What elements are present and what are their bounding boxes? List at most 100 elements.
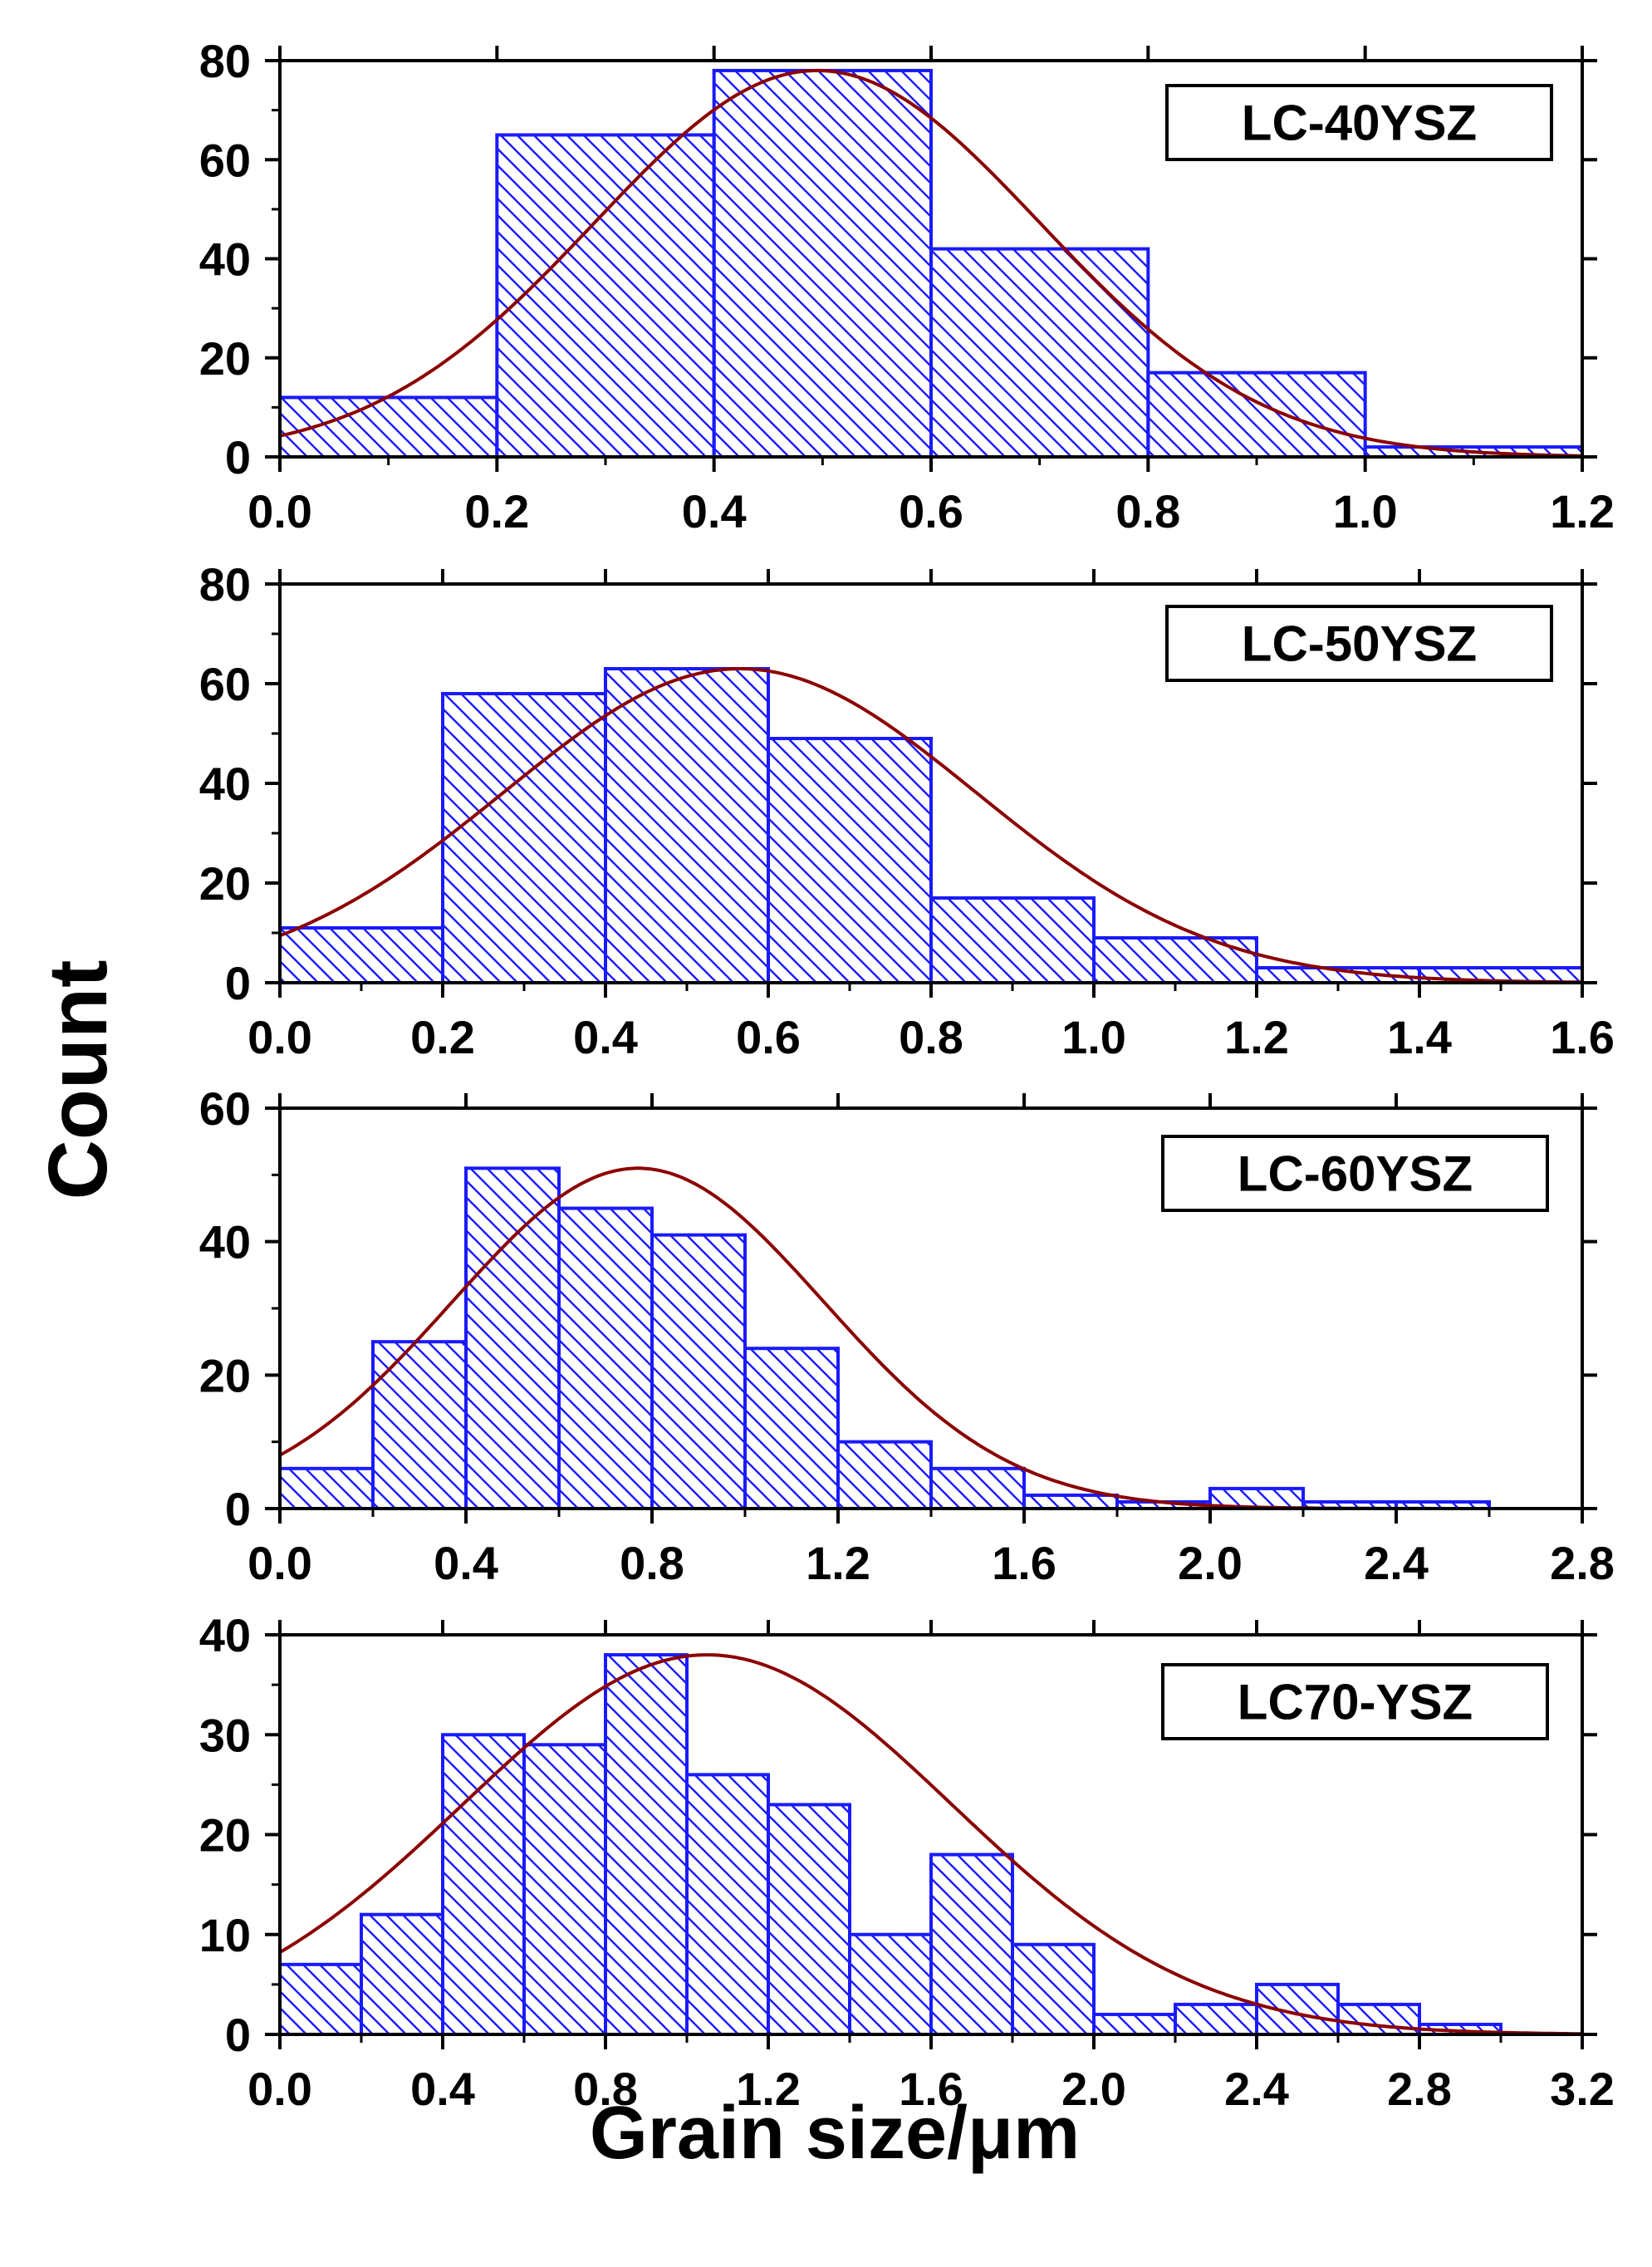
y-tick-label: 30 xyxy=(199,1709,251,1761)
x-tick-label: 2.4 xyxy=(1364,1537,1429,1589)
y-tick-label: 0 xyxy=(225,431,251,483)
x-tick-label: 1.0 xyxy=(1333,485,1398,537)
x-tick-label: 2.8 xyxy=(1550,1537,1615,1589)
y-tick-label: 20 xyxy=(199,857,251,910)
legend-box: LC70-YSZ xyxy=(1161,1663,1549,1740)
x-tick-label: 0.2 xyxy=(464,485,529,537)
bar xyxy=(557,1206,654,1510)
bar xyxy=(1011,1942,1096,2036)
bars xyxy=(278,667,1584,984)
bar xyxy=(1092,936,1258,984)
bar xyxy=(278,1466,375,1511)
y-tick-label: 80 xyxy=(199,35,251,87)
bar xyxy=(522,1743,607,2036)
bar xyxy=(278,1962,363,2036)
legend-frame xyxy=(1161,1663,1549,1740)
y-tick-label: 40 xyxy=(199,233,251,286)
bar xyxy=(712,68,934,459)
x-tick-label: 1.6 xyxy=(899,2063,963,2115)
bar xyxy=(1174,2002,1258,2037)
histogram-panels: 0.0 0.2 0.4 0.6 0.8 1.0 1.2020406080LC-40YSZ0.… xyxy=(199,35,1615,2115)
x-tick-label: 0.0 xyxy=(248,1011,312,1063)
bar xyxy=(360,1912,444,2036)
bar xyxy=(441,692,607,984)
y-tick-label: 10 xyxy=(199,1909,251,1961)
bar xyxy=(441,1733,526,2036)
sample-label: LC-40YSZ xyxy=(1242,96,1477,151)
bar xyxy=(1336,2002,1421,2037)
y-tick-label: 40 xyxy=(199,1216,251,1268)
x-tick-label: 0.0 xyxy=(248,2063,312,2115)
x-tick-label: 2.8 xyxy=(1387,2063,1452,2115)
legend-frame xyxy=(1165,605,1553,682)
bar xyxy=(278,926,444,984)
gaussian-fit-curve xyxy=(279,68,1582,458)
x-tick-label: 0.4 xyxy=(434,1537,498,1589)
y-tick-label: 20 xyxy=(199,1809,251,1862)
x-tick-label: 0.6 xyxy=(899,485,963,537)
bar xyxy=(371,1340,468,1510)
x-tick-label: 0.8 xyxy=(1115,485,1180,537)
x-tick-label: 0.8 xyxy=(620,1537,684,1589)
bar xyxy=(929,1466,1026,1511)
x-tick-label: 2.0 xyxy=(1061,2063,1126,2115)
x-tick-label: 0.0 xyxy=(248,485,312,537)
y-tick-label: 20 xyxy=(199,332,251,385)
x-tick-label: 3.2 xyxy=(1550,2063,1615,2115)
y-tick-label: 60 xyxy=(199,1082,251,1135)
bar xyxy=(767,737,933,984)
bar xyxy=(848,1932,933,2036)
legend-box: LC-60YSZ xyxy=(1161,1135,1549,1212)
x-tick-label: 1.2 xyxy=(1550,485,1615,537)
y-tick-label: 80 xyxy=(199,558,251,611)
x-tick-label: 2.4 xyxy=(1224,2063,1289,2115)
gaussian-fit-curve xyxy=(279,666,1583,984)
bar xyxy=(929,896,1096,984)
sample-label: LC-50YSZ xyxy=(1242,616,1477,672)
gaussian-fit-curve xyxy=(278,1653,1583,2036)
sample-label: LC70-YSZ xyxy=(1238,1675,1473,1730)
y-tick-label: 20 xyxy=(199,1349,251,1401)
x-tick-label: 2.0 xyxy=(1178,1537,1243,1589)
histogram-panel-4: 0.0 0.4 0.8 1.2 1.6 2.0 2.4 2.8 3.2 0 10 20 30 40 LC70… xyxy=(199,1609,1615,2115)
histogram-panel-1: 0.0 0.2 0.4 0.6 0.8 1.0 1.2 0 20 40 60 80 LC-40YSZ xyxy=(199,35,1615,537)
x-tick-label: 0.4 xyxy=(682,485,747,537)
y-tick-label: 0 xyxy=(225,2009,251,2061)
x-tick-label: 0.8 xyxy=(573,2063,638,2115)
y-tick-label: 60 xyxy=(199,134,251,186)
bar xyxy=(604,667,770,984)
legend-frame xyxy=(1165,84,1553,161)
histogram-panel-2: 0.0 0.2 0.4 0.6 0.8 1.0 1.2 1.4 1.6 0 20 40 60 80 LC-5… xyxy=(199,558,1615,1063)
bar xyxy=(685,1773,770,2037)
legend-box: LC-40YSZ xyxy=(1165,84,1553,161)
x-tick-label: 0.0 xyxy=(248,1537,312,1589)
y-axis-title: Count xyxy=(32,960,125,1200)
bar xyxy=(1255,1982,1340,2036)
x-tick-label: 1.2 xyxy=(806,1537,870,1589)
x-tick-label: 1.2 xyxy=(736,2063,801,2115)
y-tick-label: 40 xyxy=(199,758,251,810)
bar xyxy=(1146,370,1367,459)
bars xyxy=(278,1166,1491,1511)
bar xyxy=(604,1653,689,2037)
legend-frame xyxy=(1161,1135,1549,1212)
bar xyxy=(464,1166,561,1511)
bar xyxy=(767,1803,851,2037)
bars xyxy=(278,1653,1502,2037)
x-axis-title: Grain size/μm xyxy=(590,2092,1080,2175)
y-tick-label: 40 xyxy=(199,1609,251,1661)
bar xyxy=(650,1233,747,1510)
legend-box: LC-50YSZ xyxy=(1165,605,1553,682)
x-tick-label: 1.2 xyxy=(1224,1011,1289,1063)
bar xyxy=(1022,1493,1119,1511)
x-tick-label: 0.2 xyxy=(410,1011,475,1063)
x-tick-label: 1.4 xyxy=(1387,1011,1452,1063)
x-tick-label: 1.6 xyxy=(1550,1011,1615,1063)
x-tick-label: 0.4 xyxy=(573,1011,638,1063)
x-tick-label: 0.4 xyxy=(410,2063,475,2115)
sample-label: LC-60YSZ xyxy=(1238,1146,1473,1202)
x-tick-label: 1.6 xyxy=(992,1537,1056,1589)
x-tick-label: 0.8 xyxy=(899,1011,963,1063)
bar xyxy=(495,133,716,459)
